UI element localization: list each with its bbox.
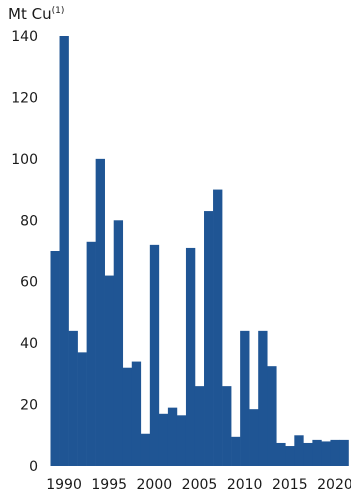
bars-group — [50, 36, 349, 467]
bar-1999 — [140, 433, 151, 466]
y-tick-label-60: 60 — [20, 275, 38, 291]
bar-2003 — [176, 415, 187, 466]
bar-2013 — [267, 366, 277, 466]
y-tick-label-40: 40 — [20, 336, 38, 352]
bar-2002 — [167, 407, 178, 466]
bar-2011 — [249, 409, 259, 466]
bar-1992 — [77, 352, 87, 466]
bar-1995 — [104, 275, 115, 466]
x-tick-labels: 1990 1995 2000 2005 2010 2015 2020 — [46, 477, 351, 493]
bar-2008 — [222, 386, 232, 466]
bar-1994 — [95, 158, 105, 467]
bar-2018 — [312, 439, 322, 466]
y-axis-unit-label: Mt Cu(1) — [8, 5, 64, 23]
y-tick-label-120: 120 — [11, 90, 38, 106]
y-axis-footnote-marker: (1) — [51, 6, 65, 16]
bar-1996 — [113, 220, 124, 466]
bar-2009 — [231, 436, 241, 466]
y-tick-label-0: 0 — [29, 459, 38, 475]
y-tick-label-140: 140 — [11, 29, 38, 45]
bar-2012 — [258, 330, 268, 466]
bar-2006 — [204, 211, 214, 466]
bar-1993 — [86, 241, 96, 466]
y-tick-label-100: 100 — [11, 152, 38, 168]
bar-2015 — [285, 446, 295, 466]
bar-2014 — [276, 442, 286, 466]
bar-2020 — [330, 439, 340, 466]
bar-1998 — [131, 361, 142, 466]
x-tick-label-2005: 2005 — [182, 477, 218, 493]
bar-2016 — [294, 435, 304, 466]
y-axis-unit-text: Mt Cu — [8, 5, 52, 23]
bar-2004 — [185, 247, 196, 466]
bar-1991 — [68, 330, 78, 466]
x-tick-label-2010: 2010 — [227, 477, 263, 493]
y-tick-label-80: 80 — [20, 213, 38, 229]
y-tick-labels: 0 20 40 60 80 100 120 140 — [11, 29, 38, 475]
bar-2010 — [240, 330, 250, 466]
bar-2007 — [213, 189, 223, 466]
bar-2021 — [339, 439, 349, 466]
bar-1990 — [59, 36, 69, 466]
bar-2001 — [158, 413, 169, 466]
y-tick-label-20: 20 — [20, 398, 38, 414]
bar-2017 — [303, 442, 313, 466]
x-tick-label-1990: 1990 — [46, 477, 82, 493]
x-tick-label-2000: 2000 — [137, 477, 173, 493]
bar-2000 — [149, 244, 160, 466]
bar-2005 — [194, 386, 205, 466]
x-tick-label-2020: 2020 — [317, 477, 351, 493]
bar-1997 — [122, 367, 133, 466]
bar-2019 — [321, 441, 331, 466]
x-tick-label-1995: 1995 — [91, 477, 127, 493]
bar-1989 — [50, 251, 60, 466]
x-tick-label-2015: 2015 — [272, 477, 308, 493]
